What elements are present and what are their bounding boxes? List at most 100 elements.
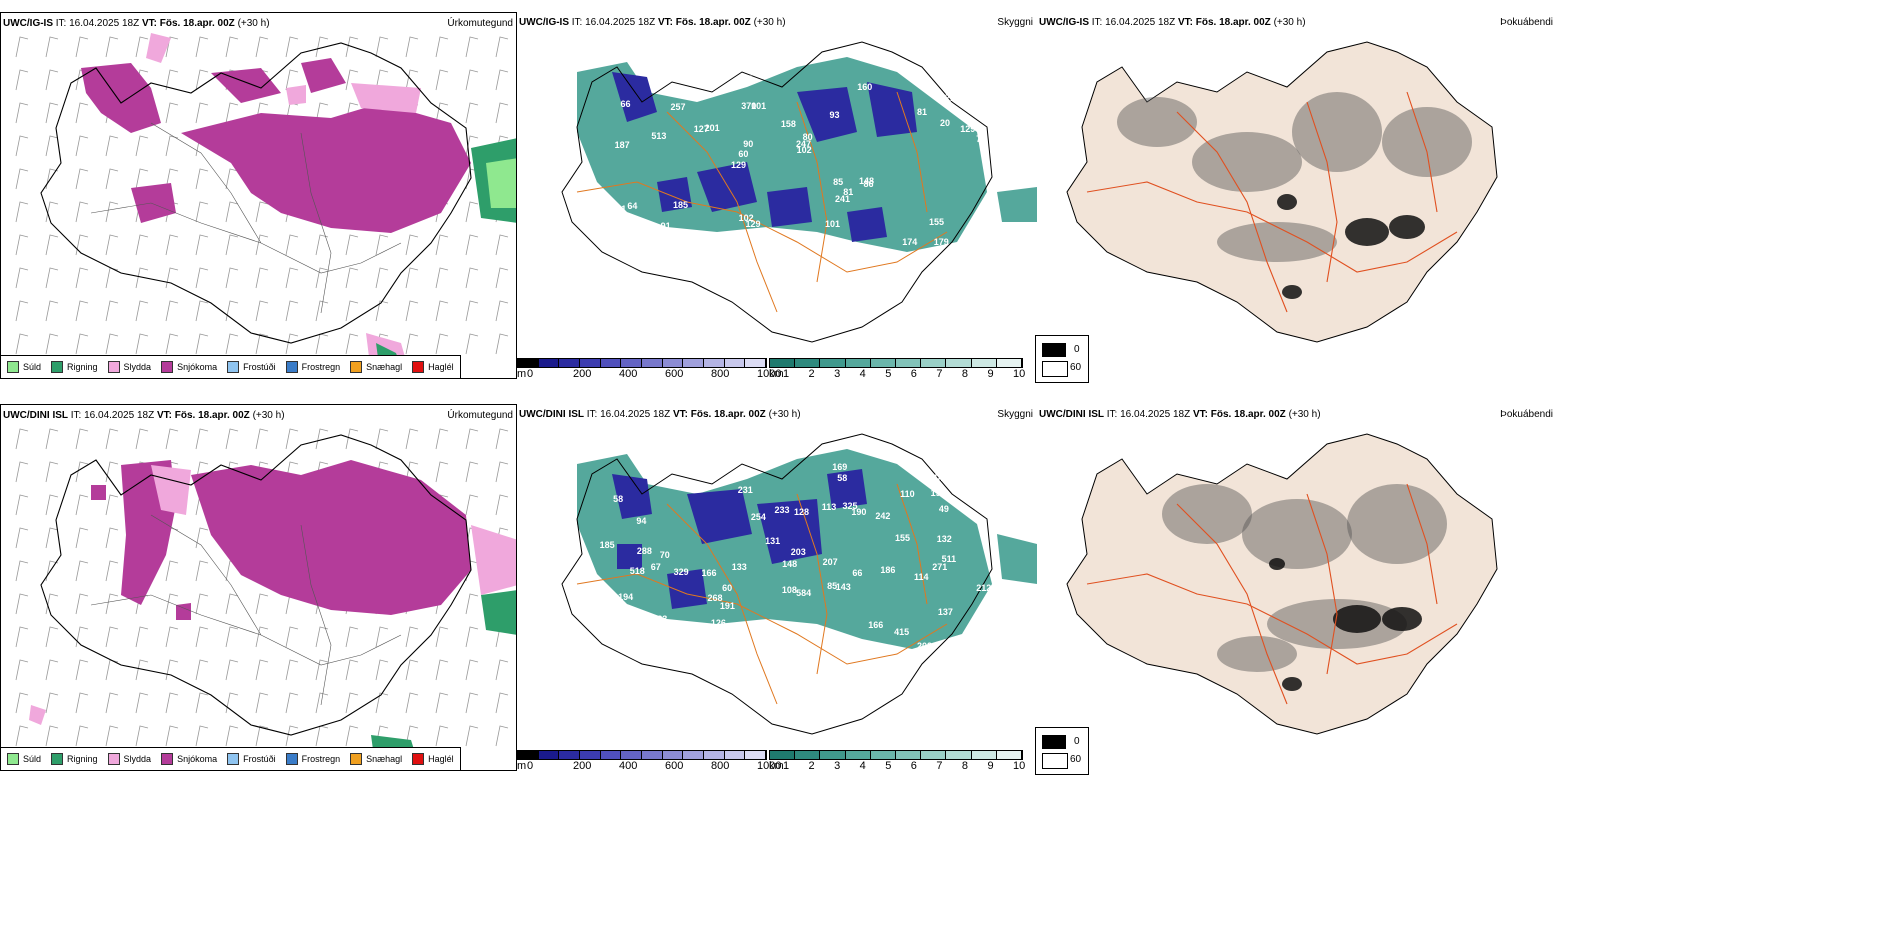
ceiling-value-label: 102 [796, 144, 812, 155]
colorbar-tick-label: 5 [885, 368, 892, 379]
wind-barb [15, 102, 29, 124]
wind-barb [135, 725, 149, 747]
colorbar-swatch [559, 751, 581, 759]
colorbar-swatch [662, 751, 684, 759]
wind-barb [75, 234, 89, 256]
wind-barb [165, 234, 179, 256]
wind-barb [405, 626, 419, 648]
wind-barb [465, 626, 479, 648]
legend-swatch [227, 753, 240, 765]
wind-barb [255, 428, 269, 450]
wind-barb [45, 527, 59, 549]
wind-barb [75, 692, 89, 714]
wind-barb [315, 267, 329, 289]
wind-barb [255, 593, 269, 615]
colorbar-tick-label: 7 [936, 760, 943, 771]
legend-item: Rigning [51, 753, 98, 765]
colorbar-swatch [845, 359, 871, 367]
wind-barb [45, 267, 59, 289]
wind-barb [75, 461, 89, 483]
ceiling-value-label: 241 [834, 194, 851, 205]
wind-barb [165, 135, 179, 157]
colorbar-swatch [559, 359, 581, 367]
wind-barb [285, 267, 299, 289]
ceiling-value-label: 325 [842, 501, 858, 512]
legend-label: Súld [23, 754, 42, 764]
legend-swatch [285, 753, 298, 765]
legend-swatch [350, 753, 363, 765]
colorbar-swatch [518, 751, 539, 759]
ceiling-value-label: 169 [832, 462, 848, 473]
wind-barb [255, 626, 269, 648]
wind-barb [75, 527, 89, 549]
ceiling-value-label: 511 [941, 554, 957, 565]
ceiling-value-label: 101 [751, 101, 767, 112]
colorbar-tick-label: 8 [961, 368, 968, 379]
wind-barb [15, 428, 29, 450]
wind-barb [165, 69, 179, 91]
wind-barb [165, 560, 179, 582]
road-lines [1086, 483, 1458, 705]
legend-label: Slydda [123, 362, 152, 372]
colorbar-tick-label: 1000 [757, 760, 782, 771]
wind-barb [255, 333, 269, 355]
colorbar-unit: m [517, 368, 527, 379]
ceiling-value-label: 80 [802, 132, 813, 143]
very-low-visibility-area [612, 469, 867, 609]
ceiling-value-label: 185 [599, 539, 615, 550]
legend-label: Snæhagl [366, 754, 403, 764]
wind-barb [135, 626, 149, 648]
wind-barb [345, 428, 359, 450]
ceiling-value-label: 143 [835, 582, 851, 593]
wind-barb [405, 36, 419, 58]
wind-barb [495, 300, 509, 322]
colorbar-strip [769, 750, 1023, 760]
wind-barb [285, 69, 299, 91]
wind-barb [165, 168, 179, 190]
colorbar-tick-label: 0 [527, 368, 534, 379]
wind-barb [255, 234, 269, 256]
wind-barb [135, 135, 149, 157]
panel-title: Úrkomutegund [447, 18, 513, 29]
fog-legend-top: 0 60 [1035, 335, 1089, 383]
rain-area [376, 138, 516, 378]
wind-barb [165, 692, 179, 714]
wind-barb [45, 461, 59, 483]
colorbar-strip [517, 750, 767, 760]
wind-barb [105, 135, 119, 157]
colorbar-swatch [538, 359, 560, 367]
ceiling-value-label: 268 [707, 593, 723, 603]
wind-barb [15, 69, 29, 91]
wind-barb [465, 428, 479, 450]
wind-barb [495, 461, 509, 483]
wind-barb [15, 692, 29, 714]
wind-barb [45, 168, 59, 190]
wind-barb [495, 234, 509, 256]
ceiling-value-label: 81 [917, 106, 928, 117]
wind-barb [75, 725, 89, 747]
wind-barb [15, 135, 29, 157]
ceiling-value-label: 155 [894, 533, 911, 544]
colorbar-tick-label: 3 [834, 368, 841, 379]
ceiling-value-label: 148 [782, 558, 798, 569]
wind-barb [45, 659, 59, 681]
ceiling-value-label: 202 [916, 640, 932, 651]
wind-barb [45, 300, 59, 322]
wind-barb [225, 626, 239, 648]
colorbar-tick-label: 1 [783, 760, 790, 771]
panel-header: UWC/IG-IS IT: 16.04.2025 18Z VT: Fös. 18… [3, 18, 270, 29]
ceiling-value-label: 233 [774, 505, 790, 516]
wind-barb [465, 267, 479, 289]
wind-barb [495, 725, 509, 747]
legend-label: Haglél [428, 362, 454, 372]
legend-label: Snjókoma [177, 362, 218, 372]
ceiling-value-label: 155 [928, 216, 944, 227]
ceiling-value-label: 174 [783, 247, 799, 258]
colorbar-tick-label: 6 [910, 760, 917, 771]
ceiling-value-label: 584 [796, 587, 812, 598]
wind-barb [15, 267, 29, 289]
wind-barb [105, 593, 119, 615]
wind-barb [225, 168, 239, 190]
wind-barb [15, 234, 29, 256]
colorbar-tick-label: 400 [619, 368, 638, 379]
